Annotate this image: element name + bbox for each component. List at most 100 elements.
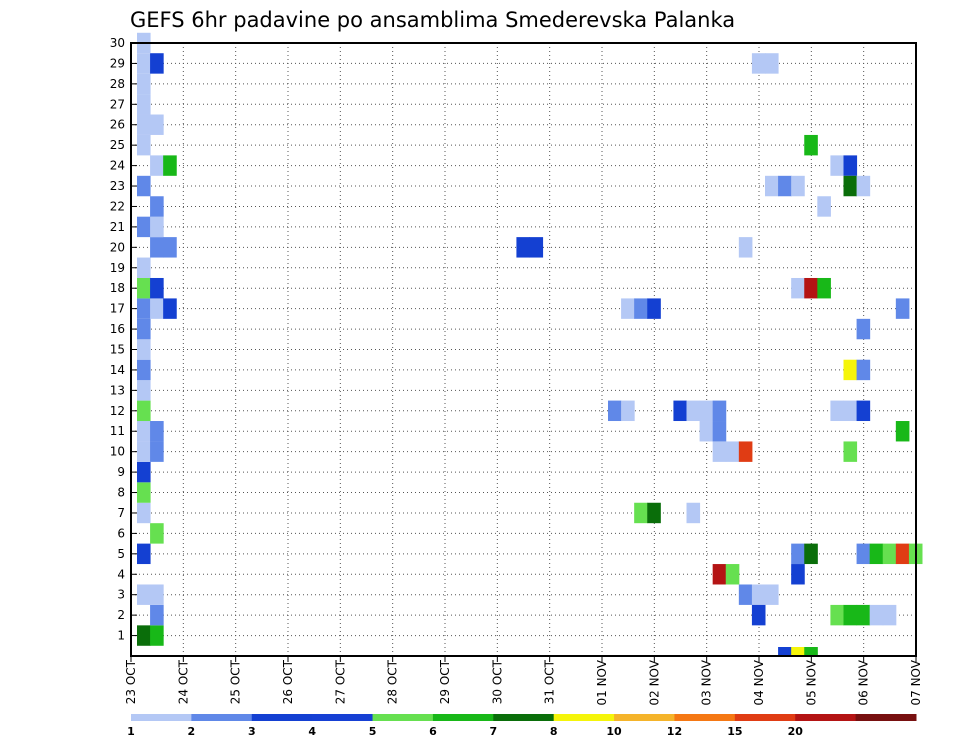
y-axis-ticks: 1234567891011121314151617181920212223242…	[110, 36, 137, 643]
precip-cell	[150, 196, 164, 217]
y-tick-label: 17	[110, 302, 125, 316]
precip-cell	[150, 277, 164, 299]
x-tick-label: 05 NOV	[804, 659, 818, 705]
precip-cell	[163, 237, 177, 258]
precip-cell	[843, 175, 858, 197]
colorbar-segment	[614, 714, 675, 721]
precip-cell	[843, 441, 858, 462]
precip-cell	[150, 237, 164, 258]
precip-cell	[751, 584, 766, 605]
x-tick-label: 25 OCT	[229, 659, 243, 704]
precip-cell	[137, 461, 151, 483]
y-tick-label: 20	[110, 240, 125, 254]
precip-cell	[137, 318, 151, 340]
colorbar-label: 7	[489, 725, 497, 738]
x-tick-label: 06 NOV	[857, 659, 871, 705]
y-tick-label: 22	[110, 199, 125, 213]
precip-cell	[712, 400, 727, 422]
y-tick-label: 23	[110, 179, 125, 193]
precip-cell	[817, 196, 831, 217]
colorbar-label: 15	[727, 725, 742, 738]
precip-cell	[830, 155, 844, 176]
x-tick-label: 24 OCT	[176, 659, 190, 704]
y-tick-label: 10	[110, 445, 125, 459]
y-tick-label: 13	[110, 383, 125, 397]
y-tick-label: 8	[117, 486, 125, 500]
precip-cell	[163, 298, 177, 319]
chart-title: GEFS 6hr padavine po ansamblima Smederev…	[130, 8, 735, 32]
y-tick-label: 1	[117, 629, 125, 643]
precip-cell	[137, 584, 151, 605]
x-tick-label: 23 OCT	[124, 659, 138, 704]
x-tick-label: 31 OCT	[543, 659, 557, 704]
bottom-strip	[778, 647, 818, 656]
y-tick-label: 19	[110, 261, 125, 275]
precip-cell	[778, 175, 792, 197]
precip-cell	[765, 175, 779, 197]
colorbar-label: 10	[606, 725, 622, 738]
precip-cells	[137, 32, 923, 646]
precip-cell	[699, 400, 714, 422]
precip-cell	[150, 216, 164, 238]
precip-cell	[608, 400, 622, 422]
precip-cell	[804, 277, 818, 299]
precip-cell	[150, 421, 164, 442]
colorbar-segment	[312, 714, 374, 721]
y-tick-label: 7	[117, 506, 125, 520]
precip-cell	[137, 53, 151, 74]
precip-cell	[895, 421, 910, 442]
precip-cell	[686, 400, 701, 422]
colorbar-segment	[795, 714, 857, 721]
y-tick-label: 30	[110, 36, 125, 50]
precip-cell	[137, 114, 151, 135]
y-tick-label: 28	[110, 77, 125, 91]
precip-cell	[843, 359, 858, 381]
precip-cell	[895, 298, 910, 319]
colorbar-label: 8	[550, 725, 558, 738]
y-tick-label: 4	[117, 567, 125, 581]
precip-cell	[895, 543, 910, 565]
precip-cell	[791, 543, 805, 565]
colorbar-label: 12	[667, 725, 682, 738]
precip-cell	[791, 175, 805, 197]
precip-cell	[843, 155, 858, 176]
x-tick-label: 26 OCT	[281, 659, 295, 704]
precip-cell	[621, 298, 635, 319]
precip-cell	[830, 400, 844, 422]
y-tick-label: 6	[117, 526, 125, 540]
precip-cell	[137, 380, 151, 401]
precip-cell	[765, 584, 779, 605]
strip-cell	[804, 647, 818, 656]
precip-cell	[804, 543, 818, 565]
precip-cell	[137, 175, 151, 197]
precip-cell	[869, 604, 884, 626]
colorbar-label: 5	[369, 725, 377, 738]
precip-cell	[712, 441, 727, 462]
colorbar-label: 1	[127, 725, 135, 738]
precip-cell	[137, 94, 151, 115]
precip-cell	[137, 400, 151, 422]
x-axis-ticks: 23 OCT 24 OCT 25 OCT 26 OCT 27 OCT 28 OCT 29 O…	[124, 656, 923, 706]
precip-cell	[817, 277, 831, 299]
precip-cell	[843, 604, 858, 626]
precip-cell	[150, 441, 164, 462]
precip-cell	[150, 584, 164, 605]
precip-cell	[163, 155, 177, 176]
y-tick-label: 11	[110, 424, 125, 438]
precip-cell	[137, 298, 151, 319]
precip-cell	[137, 277, 151, 299]
precip-cell	[150, 523, 164, 544]
precip-cell	[869, 543, 884, 565]
precip-cell	[673, 400, 687, 422]
precip-cell	[137, 339, 151, 360]
precip-cell	[150, 625, 164, 646]
precip-cell	[699, 421, 714, 442]
x-tick-label: 30 OCT	[490, 659, 504, 704]
y-tick-label: 14	[110, 363, 125, 377]
precip-cell	[725, 564, 740, 585]
y-tick-label: 25	[110, 138, 125, 152]
precip-cell	[738, 584, 753, 605]
precip-cell	[137, 502, 151, 524]
y-tick-label: 16	[110, 322, 125, 336]
precip-cell	[856, 175, 871, 197]
